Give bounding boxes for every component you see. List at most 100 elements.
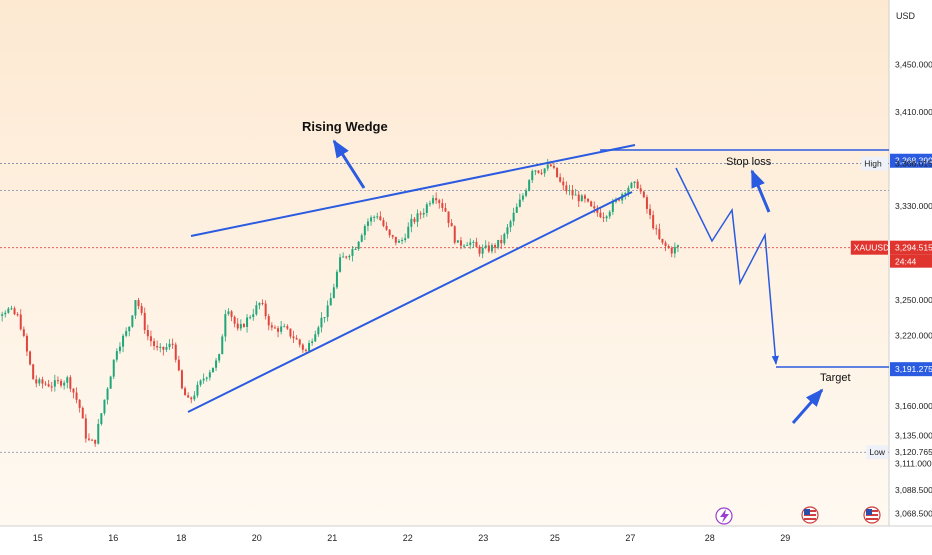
candle-body (175, 345, 177, 360)
candle-body (317, 327, 319, 334)
time-tick-label: 27 (625, 533, 635, 543)
candle-body (116, 351, 118, 360)
price-tick-label: 3,068.500 (895, 509, 932, 519)
time-axis-panel[interactable] (0, 526, 932, 550)
candle-body (395, 237, 397, 243)
candle-body (172, 344, 174, 345)
candle-body (550, 165, 552, 167)
candle-body (398, 241, 400, 243)
candle-body (417, 213, 419, 221)
candle-body (472, 242, 474, 243)
candle-body (367, 221, 369, 226)
candle-body (553, 166, 555, 168)
candle-body (578, 195, 580, 202)
candle-body (444, 208, 446, 212)
candle-body (401, 240, 403, 241)
candle-body (494, 245, 496, 248)
candle-body (308, 343, 310, 351)
candle-body (671, 248, 673, 253)
candle-body (327, 305, 329, 317)
candle-body (609, 212, 611, 217)
candle-body (488, 245, 490, 251)
candle-body (138, 300, 140, 306)
candle-body (286, 326, 288, 328)
candle-body (460, 240, 462, 245)
us-flag-event-icon[interactable] (802, 507, 818, 523)
candle-body (528, 180, 530, 190)
candle-body (630, 183, 632, 188)
candle-body (565, 185, 567, 191)
time-tick-label: 28 (705, 533, 715, 543)
candle-body (134, 300, 136, 315)
candle-body (370, 217, 372, 221)
candle-body (423, 213, 425, 215)
candle-body (66, 377, 68, 383)
candle-body (658, 229, 660, 239)
candle-body (516, 207, 518, 213)
candle-body (35, 379, 37, 383)
candle-body (196, 385, 198, 396)
price-label-tag: High (864, 159, 882, 169)
candle-body (17, 314, 19, 315)
candle-body (382, 220, 384, 226)
candle-body (38, 379, 40, 383)
candle-body (190, 398, 192, 400)
time-tick-label: 25 (550, 533, 560, 543)
candle-body (184, 388, 186, 395)
candle-body (556, 168, 558, 177)
candle-body (342, 257, 344, 258)
candle-body (559, 177, 561, 182)
candle-body (91, 440, 93, 441)
candle-body (283, 326, 285, 327)
candle-body (640, 188, 642, 191)
candle-body (448, 211, 450, 223)
price-tick-label: 3,220.000 (895, 330, 932, 340)
candle-body (466, 245, 468, 246)
candle-body (593, 206, 595, 208)
candle-body (203, 379, 205, 381)
rising-wedge-label: Rising Wedge (302, 119, 388, 134)
candle-body (407, 227, 409, 238)
candle-body (503, 234, 505, 243)
candle-body (48, 384, 50, 386)
candle-body (54, 380, 56, 386)
candle-body (581, 196, 583, 202)
candle-body (379, 216, 381, 220)
candle-body (441, 203, 443, 208)
candle-body (144, 313, 146, 330)
price-tick-label: 3,250.000 (895, 295, 932, 305)
lightning-event-icon[interactable] (716, 508, 732, 524)
price-tick-label: 3,330.000 (895, 201, 932, 211)
candle-body (463, 246, 465, 247)
candle-body (389, 230, 391, 235)
candle-body (193, 395, 195, 399)
candle-body (572, 190, 574, 195)
price-tick-label: 3,160.000 (895, 401, 932, 411)
candle-body (336, 272, 338, 288)
candle-body (612, 202, 614, 212)
countdown-label: 24:44 (895, 257, 917, 267)
price-tick-label: 3,135.000 (895, 430, 932, 440)
us-flag-event-icon[interactable] (864, 507, 880, 523)
candle-body (1, 314, 3, 316)
candle-body (646, 197, 648, 209)
candle-body (547, 165, 549, 169)
candle-body (587, 199, 589, 202)
candle-body (376, 216, 378, 217)
candle-body (324, 317, 326, 318)
candle-body (500, 240, 502, 243)
candle-body (10, 308, 12, 309)
candle-body (72, 389, 74, 393)
candle-body (234, 317, 236, 324)
candle-body (200, 380, 202, 384)
candle-body (404, 238, 406, 240)
candle-body (26, 336, 28, 352)
candle-body (649, 209, 651, 215)
candle-body (258, 303, 260, 305)
price-label-value: 3,294.515 (895, 243, 932, 253)
candle-body (252, 314, 254, 317)
candle-body (386, 226, 388, 230)
candle-body (14, 308, 16, 314)
